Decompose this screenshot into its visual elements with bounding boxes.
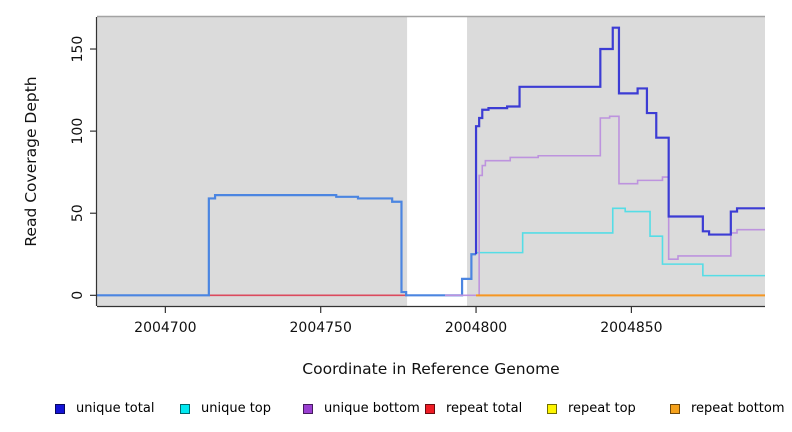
legend-label: repeat bottom (691, 401, 785, 416)
repeat-total-swatch-icon (425, 404, 435, 414)
repeat-bottom-swatch-icon (670, 404, 680, 414)
x-tick-label: 2004750 (290, 320, 352, 336)
y-tick-label: 50 (70, 204, 86, 222)
series-lines (97, 26, 765, 297)
y-tick-label: 150 (70, 36, 86, 63)
legend-item-repeat-bottom: repeat bottom (670, 400, 785, 418)
series-line-unique-bottom (444, 115, 765, 297)
legend-item-unique-bottom: unique bottom (303, 400, 420, 418)
repeat-top-swatch-icon (547, 404, 557, 414)
legend-item-unique-top: unique top (180, 400, 271, 418)
x-tick-label: 2004800 (445, 320, 507, 336)
series-line-unique-top (476, 207, 765, 277)
y-axis-title: Read Coverage Depth (22, 76, 40, 246)
y-tick-label: 100 (70, 118, 86, 145)
x-tick-label: 2004700 (134, 320, 196, 336)
plot-svg: 2004700 2004750 2004800 2004850 0 50 100 150 Co… (22, 15, 765, 378)
legend: unique total unique top unique bottom re… (0, 400, 792, 420)
unique-bottom-swatch-icon (303, 404, 313, 414)
x-axis-title: Coordinate in Reference Genome (302, 360, 559, 378)
legend-label: unique total (76, 401, 155, 416)
legend-label: unique bottom (324, 401, 420, 416)
missing-data-band (407, 17, 468, 306)
series-line-unique-total (474, 26, 765, 255)
legend-label: repeat top (568, 401, 636, 416)
plot-panel (97, 15, 765, 306)
legend-item-repeat-top: repeat top (547, 400, 636, 418)
y-tick-label: 0 (70, 291, 86, 300)
legend-label: repeat total (446, 401, 523, 416)
unique-top-swatch-icon (180, 404, 190, 414)
series-line-unique-total-left-overlaps-unique-top- (97, 194, 477, 297)
x-tick-label: 2004850 (600, 320, 662, 336)
tick-labels: 2004700 2004750 2004800 2004850 0 50 100 150 (70, 36, 663, 336)
unique-total-swatch-icon (55, 404, 65, 414)
legend-item-unique-total: unique total (55, 400, 154, 418)
legend-item-repeat-total: repeat total (425, 400, 522, 418)
legend-label: unique top (201, 401, 272, 416)
axes (90, 17, 765, 313)
